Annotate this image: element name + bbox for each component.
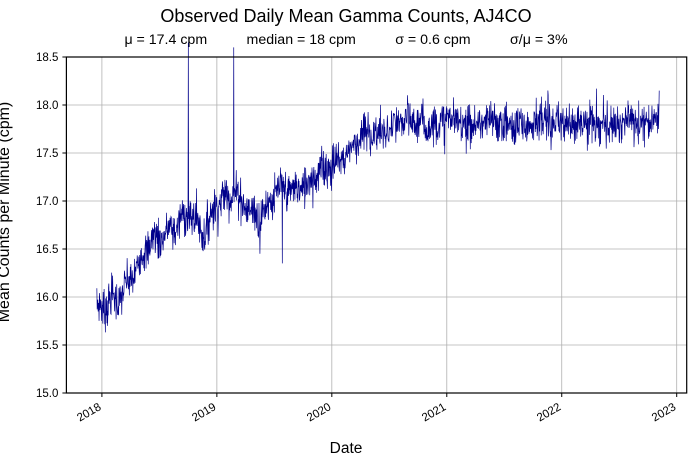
- svg-text:16.0: 16.0: [36, 292, 58, 304]
- svg-text:2023: 2023: [650, 401, 678, 424]
- svg-text:15.5: 15.5: [36, 340, 58, 352]
- svg-text:17.5: 17.5: [36, 148, 58, 160]
- svg-text:2020: 2020: [305, 401, 333, 424]
- svg-text:18.0: 18.0: [36, 100, 58, 112]
- svg-text:2022: 2022: [535, 401, 563, 424]
- svg-text:15.0: 15.0: [36, 388, 58, 400]
- svg-text:2018: 2018: [75, 401, 103, 424]
- svg-text:18.5: 18.5: [36, 52, 58, 64]
- svg-text:17.0: 17.0: [36, 196, 58, 208]
- svg-text:2019: 2019: [190, 401, 218, 424]
- svg-text:2021: 2021: [420, 401, 448, 424]
- svg-text:16.5: 16.5: [36, 244, 58, 256]
